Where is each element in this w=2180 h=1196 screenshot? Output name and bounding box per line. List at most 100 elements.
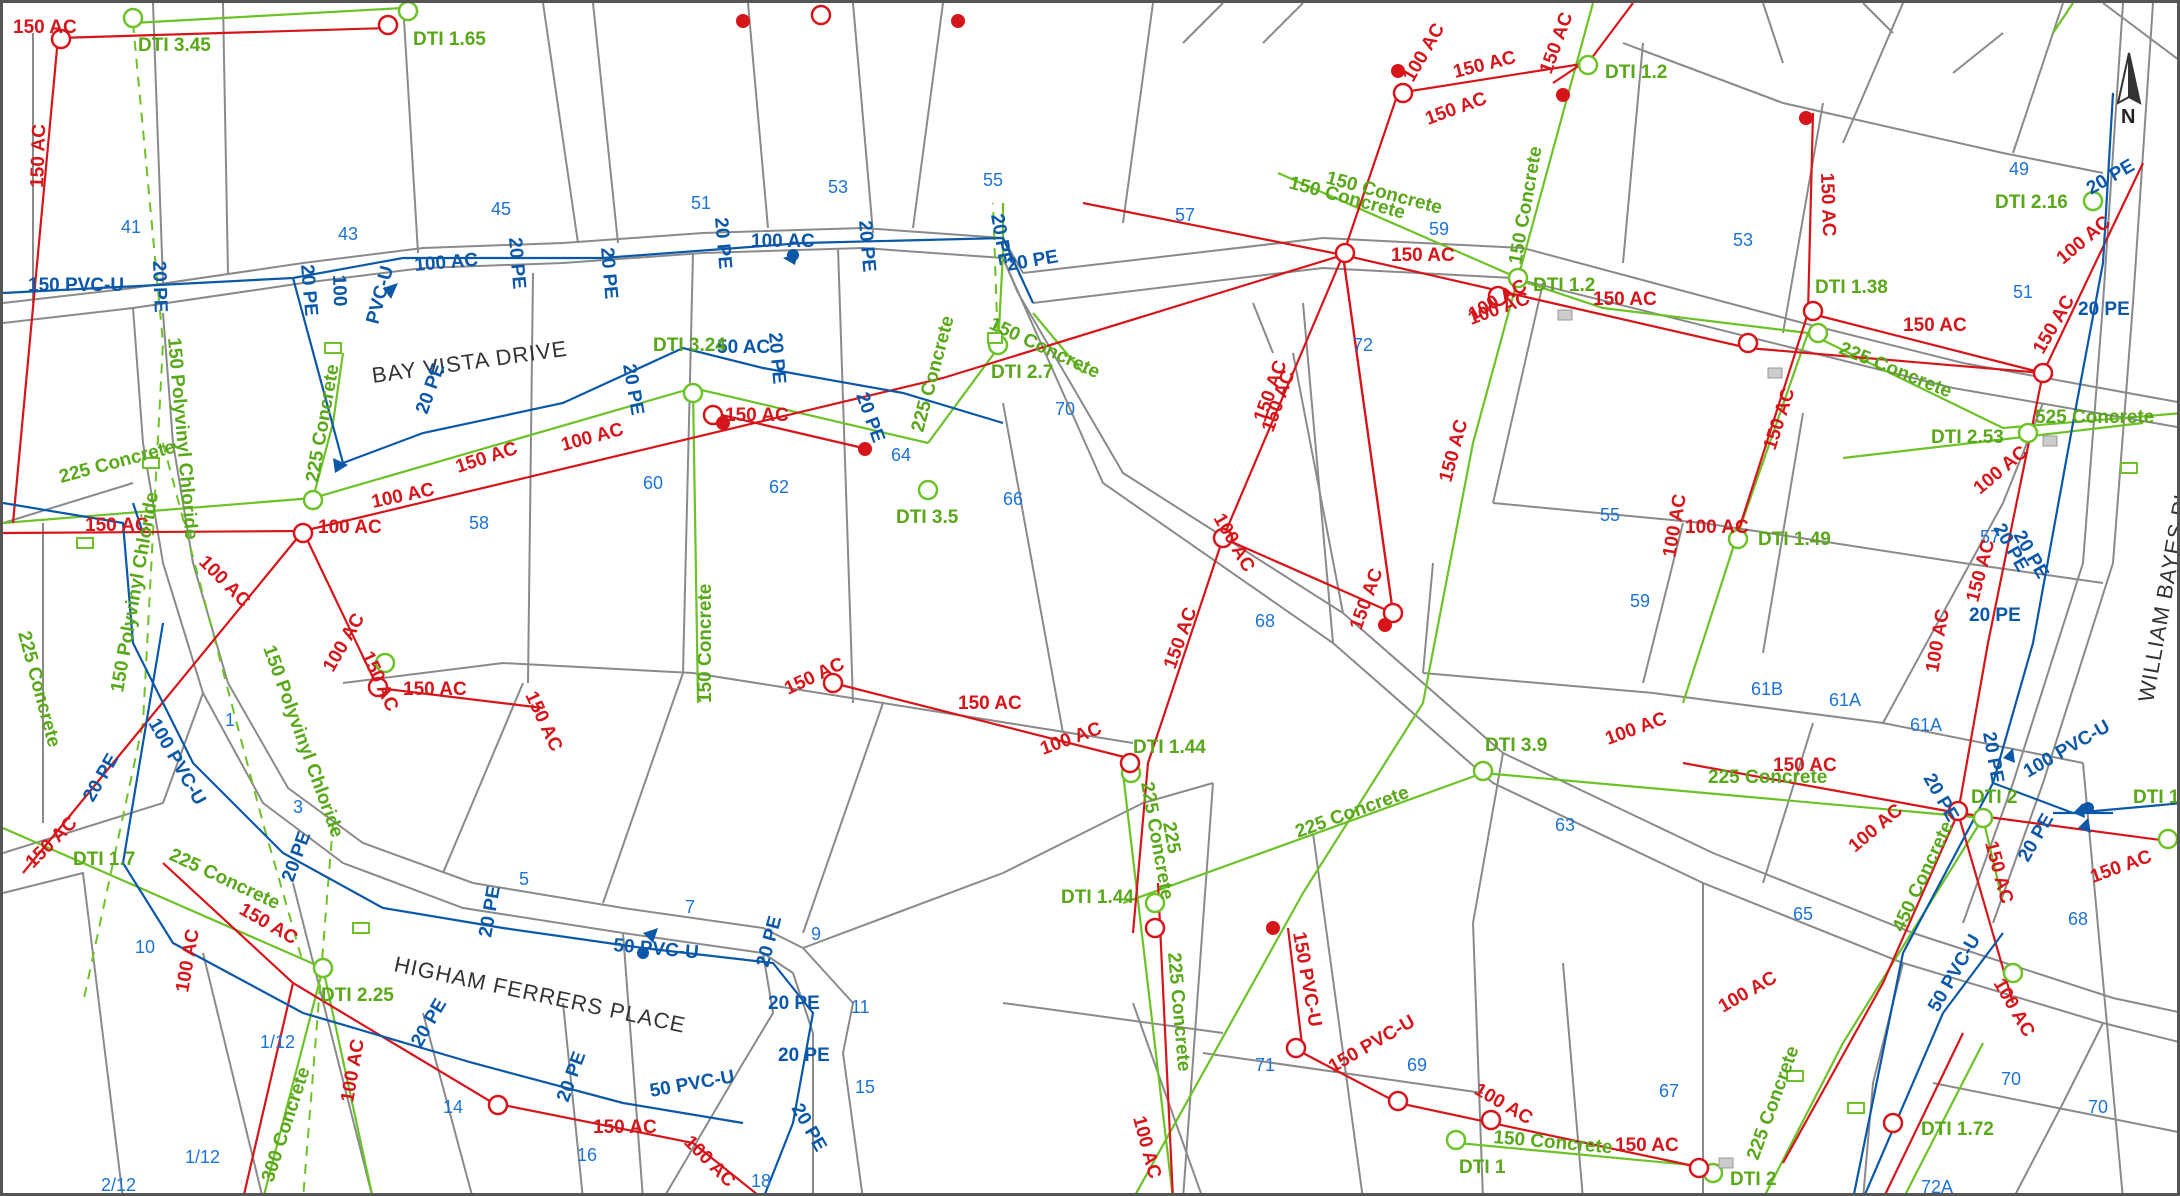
pipe-label: 150 AC [85,515,149,536]
pipe-label: DTI 1.72 [1921,1119,1994,1140]
pipe-label: DTI 2 [1730,1169,1776,1190]
pipe-label: 225 Concrete [908,314,959,435]
pipe-label: DTI 1.65 [413,29,486,50]
lot-number: 15 [855,1077,875,1097]
water-fittings [716,14,1813,935]
pipe-label: 150 Concrete [1505,145,1546,266]
pipe-label: 150 AC [403,679,467,700]
lot-number: 69 [1407,1055,1427,1075]
north-arrow-icon: N [2116,52,2142,128]
lot-number: 61A [1910,715,1942,735]
pipe-label: 100 AC [172,927,204,994]
sewer-inlets [76,332,2138,1114]
pipe-label: 20 PE [787,1100,831,1155]
pipe-label: 150 AC [1593,289,1657,310]
pipe-label: DTI 3.24 [653,335,726,356]
lot-number: 55 [1600,505,1620,525]
pipe-label: 150 AC [1760,385,1800,452]
street-label-william-bayes: WILLIAM BAYES PLACE [2133,438,2180,704]
lot-number: 68 [1255,611,1275,631]
lot-number: 71 [1255,1055,1275,1075]
lot-number: 66 [1003,489,1023,509]
lot-number: 55 [983,170,1003,190]
pipe-label: 225 Concrete [166,844,283,913]
pipe-label: DTI 2.25 [321,985,394,1006]
sewer-manholes [122,3,2177,1184]
lot-number: 62 [769,477,789,497]
water-valves [50,4,2054,1179]
pipe-label: 150 AC [27,123,50,188]
lot-number: 45 [491,199,511,219]
pipe-label: 150 AC [1963,537,2000,604]
pipe-label: 20 PE [2078,299,2130,320]
lot-number: 64 [891,445,911,465]
pipe-label: 100 AC [337,1037,369,1104]
pipe-label: 150 AC [1451,47,1518,83]
pipe-label: 150 Concrete [1493,1127,1614,1158]
lot-number: 1 [225,710,235,730]
pipe-label: 50 PVC-U [1924,931,1985,1016]
lot-number: 1/12 [185,1147,220,1167]
lot-number: 10 [135,937,155,957]
pipe-label: 20 PE [596,247,621,300]
pipe-label: 225 Concrete [1708,767,1827,788]
lot-number: 57 [1175,205,1195,225]
lot-number: 58 [469,513,489,533]
pipe-label: DTI 2.16 [1995,192,2068,213]
north-label: N [2121,106,2135,128]
pipe-label: 20 PE [407,995,451,1050]
lot-number: 51 [691,193,711,213]
lot-number: 72A [1921,1177,1953,1196]
pipe-label: 20 PE [854,220,879,273]
pipe-label: 100 AC [751,231,815,252]
service-valves [333,249,2094,959]
pipe-label: 225 Concrete [1836,338,1955,402]
pipe-label: 20 PE [553,1049,590,1105]
pipe-label: 150 AC [1615,1135,1679,1156]
pipe-label: 150 AC [1160,604,1202,671]
lot-number: 5 [519,869,529,889]
lot-number: 9 [811,924,821,944]
lot-number: 70 [2088,1097,2108,1117]
pipe-label: 150 AC [1903,315,1967,336]
lot-number: 65 [1793,904,1813,924]
pipe-label: 100 AC [1128,1114,1165,1181]
pipe-label: 20 PE [148,260,171,312]
pipe-label: 150 AC [1816,172,1839,237]
pipe-label: 100 PVC-U [2020,716,2114,782]
water-main-network [3,3,2177,1193]
pipe-label: 20 PE [1978,730,2008,785]
pipe-label: DTI 1.38 [1815,277,1888,298]
lot-number: 67 [1659,1081,1679,1101]
lot-number: 53 [1733,230,1753,250]
pipe-label: 225 Concrete [13,629,64,750]
pipe-label: 100 [328,274,350,306]
lot-numbers: 41 43 45 51 53 55 57 59 53 49 51 72 70 5… [101,159,2108,1196]
pipe-label: DTI 1.2 [1533,275,1595,296]
pipe-label: 20 PE [296,264,321,317]
lot-number: 61A [1829,690,1861,710]
lot-number: 57 [1980,527,2000,547]
pipe-label: 225 Concrete [1743,1043,1804,1162]
pipe-label: PVC-U [363,264,399,327]
pipe-label: 150 AC [1391,245,1455,266]
lot-number: 59 [1630,591,1650,611]
pipe-label: 150 AC [1773,755,1837,776]
lot-number: 43 [338,224,358,244]
pipe-label: 100 AC [1399,20,1449,86]
pipe-label: 225 Concrete [1163,952,1194,1073]
lot-number: 59 [1429,219,1449,239]
pipe-label: DTI 2 [1971,787,2017,808]
pipe-label: DTI 1.95 [2133,787,2180,808]
lot-number: 60 [643,473,663,493]
pipe-label: DTI 3.9 [1485,735,1547,756]
pipe-label: 150 AC [2088,846,2155,888]
pipe-label: 150 AC [725,405,789,426]
lot-number: 14 [443,1097,463,1117]
lot-number: 7 [685,897,695,917]
lot-number: 68 [2068,909,2088,929]
pipe-tags [1557,309,2058,1169]
pipe-label: 20 PE [851,390,888,446]
pipe-label: 150 AC [356,648,402,715]
